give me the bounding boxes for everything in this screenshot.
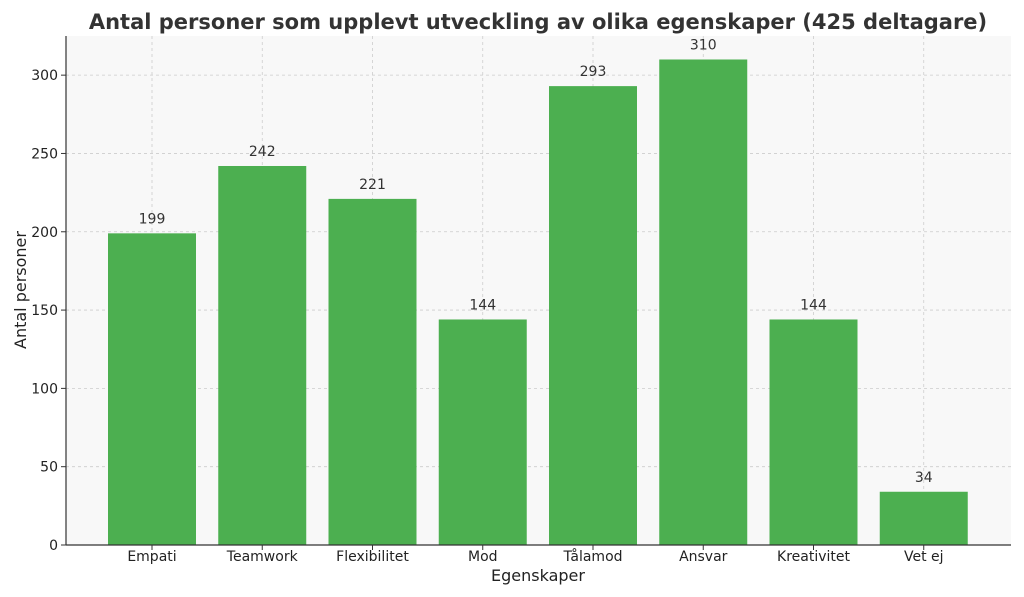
data-label: 242	[249, 144, 276, 160]
x-tick-label: Flexibilitet	[336, 549, 409, 565]
bar	[549, 86, 637, 546]
x-axis-label: Egenskaper	[491, 566, 585, 585]
y-tick-label: 200	[31, 225, 58, 241]
y-tick-label: 100	[31, 381, 58, 397]
bar	[769, 319, 858, 545]
y-tick-label: 50	[40, 460, 58, 476]
x-tick-label: Tålamod	[562, 548, 622, 565]
data-label: 34	[915, 470, 933, 486]
bar	[218, 165, 307, 545]
data-labels: 199 242 221 144 293 310 144 34	[139, 37, 933, 485]
x-tick-label: Ansvar	[679, 549, 728, 565]
y-tick-label: 0	[49, 538, 58, 554]
data-label: 221	[359, 177, 386, 193]
x-tick-label: Teamwork	[226, 549, 299, 565]
x-tick-label: Mod	[468, 549, 498, 565]
bar	[328, 198, 417, 545]
x-tick-label: Kreativitet	[777, 549, 850, 565]
y-tick-label: 300	[31, 68, 58, 84]
chart-title: Antal personer som upplevt utveckling av…	[89, 10, 987, 34]
data-label: 310	[690, 37, 717, 53]
x-tick-label: Empati	[127, 549, 176, 565]
bars	[108, 59, 968, 546]
bar	[659, 59, 748, 545]
y-tick-label: 250	[31, 146, 58, 162]
plot-area	[66, 36, 1011, 545]
y-tick-label: 150	[31, 303, 58, 319]
bar	[879, 491, 968, 545]
data-label: 144	[800, 297, 827, 313]
y-axis-label: Antal personer	[11, 231, 30, 349]
data-label: 199	[139, 211, 166, 227]
bar	[438, 319, 527, 545]
axes: 0 50 100 150 200 250 300 Empati Teamwork Flexibil…	[31, 36, 1011, 565]
data-label: 293	[580, 64, 607, 80]
x-tick-label: Vet ej	[904, 549, 944, 565]
bar	[108, 233, 196, 545]
data-label: 144	[469, 297, 496, 313]
